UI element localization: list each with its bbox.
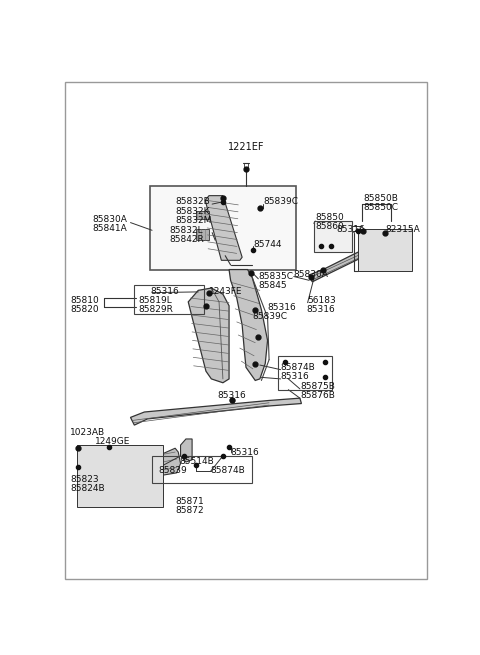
Text: 85876B: 85876B: [300, 391, 335, 400]
Text: 1243FE: 1243FE: [209, 287, 242, 295]
Text: 85850: 85850: [315, 213, 344, 221]
Text: 85316: 85316: [267, 303, 296, 312]
Text: 85839C: 85839C: [264, 196, 299, 206]
Text: 1249GE: 1249GE: [95, 437, 131, 446]
Text: 85872: 85872: [175, 506, 204, 515]
Polygon shape: [160, 448, 180, 475]
Polygon shape: [309, 244, 381, 282]
Text: 85832M: 85832M: [175, 215, 212, 225]
Bar: [150, 187, 296, 270]
Polygon shape: [365, 236, 396, 270]
Polygon shape: [188, 288, 229, 383]
Bar: [358, 229, 411, 271]
Bar: [134, 285, 204, 314]
Polygon shape: [196, 211, 209, 219]
Text: 85316: 85316: [230, 447, 259, 457]
Text: 85839: 85839: [158, 466, 187, 475]
Text: 85874B: 85874B: [211, 466, 245, 475]
Text: 85829R: 85829R: [138, 305, 173, 314]
Text: 1221EF: 1221EF: [228, 141, 264, 152]
Text: 85316: 85316: [337, 225, 366, 234]
Bar: [77, 445, 163, 507]
Text: 85316: 85316: [151, 287, 179, 295]
Text: 85830A: 85830A: [92, 215, 127, 224]
Text: 85820: 85820: [71, 305, 99, 314]
Bar: [152, 456, 252, 483]
Bar: [278, 356, 332, 390]
Text: 85810: 85810: [71, 296, 99, 305]
Text: 85874B: 85874B: [280, 363, 314, 372]
Text: 85823: 85823: [71, 474, 99, 483]
Bar: [314, 221, 352, 252]
Polygon shape: [180, 439, 192, 462]
Text: 85850B: 85850B: [364, 195, 399, 203]
Text: 85514B: 85514B: [180, 457, 215, 466]
Text: 82315A: 82315A: [385, 225, 420, 234]
Text: 85316: 85316: [280, 372, 309, 381]
Text: 56183: 56183: [307, 296, 336, 305]
Polygon shape: [131, 398, 301, 425]
Text: 85744: 85744: [254, 240, 282, 249]
Polygon shape: [205, 196, 242, 260]
Text: 85842R: 85842R: [169, 235, 204, 244]
Text: 85832B: 85832B: [175, 197, 210, 206]
Text: 85316: 85316: [307, 305, 336, 314]
Text: 85841A: 85841A: [92, 224, 127, 233]
Text: 85830A: 85830A: [294, 270, 329, 278]
Text: 85835C: 85835C: [258, 272, 293, 281]
Text: 85850C: 85850C: [364, 204, 399, 212]
Text: 1023AB: 1023AB: [71, 428, 106, 436]
Text: 85316: 85316: [218, 391, 247, 400]
Text: 85819L: 85819L: [138, 296, 172, 305]
Text: 85832K: 85832K: [175, 206, 210, 215]
Text: 85875B: 85875B: [300, 382, 335, 391]
Text: 85845: 85845: [258, 281, 287, 290]
Text: 85832L: 85832L: [169, 226, 203, 234]
Text: 85824B: 85824B: [71, 484, 105, 493]
Polygon shape: [196, 229, 209, 240]
Text: 85839C: 85839C: [252, 312, 287, 321]
Text: 85860: 85860: [315, 222, 344, 231]
Text: 85871: 85871: [175, 497, 204, 506]
Polygon shape: [229, 270, 267, 381]
